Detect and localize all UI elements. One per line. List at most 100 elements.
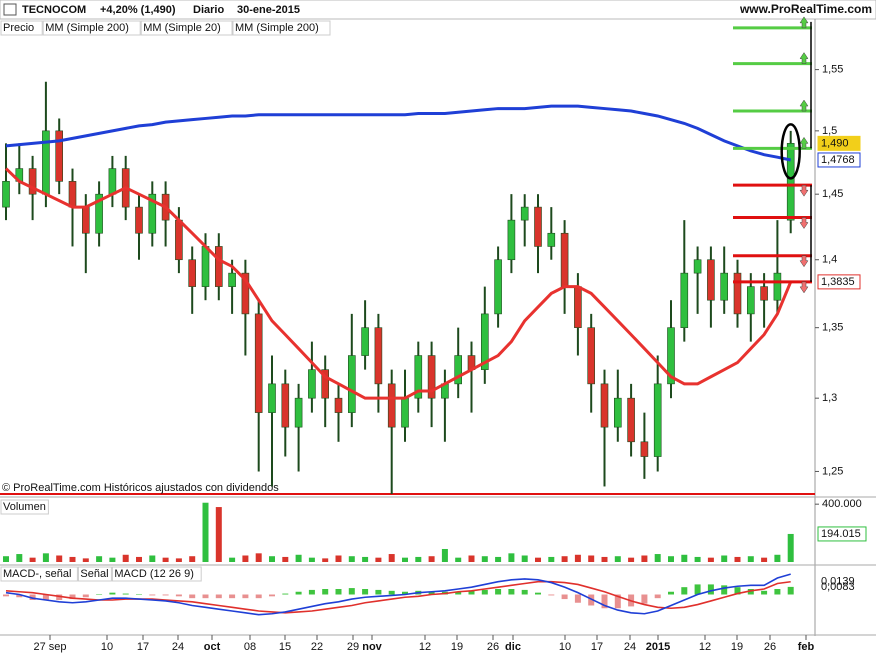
volume-bar <box>362 556 369 562</box>
candle-body <box>560 232 569 287</box>
volume-bar <box>734 556 741 562</box>
histogram-bar <box>69 594 76 600</box>
histogram-bar <box>588 594 595 606</box>
volume-bar <box>335 555 342 562</box>
volume-bar <box>175 558 182 562</box>
x-tick-label: feb <box>798 641 815 653</box>
candle-body <box>82 206 90 234</box>
candle-body <box>507 219 516 261</box>
volume-bar <box>402 557 408 562</box>
volume-bar <box>348 556 355 562</box>
candle-body <box>95 193 103 234</box>
y-tick-label: 1,45 <box>822 188 843 200</box>
legend-entry: Señal <box>80 568 108 580</box>
change: +4,20% (1,490) <box>100 4 176 16</box>
volume-bar <box>721 555 728 562</box>
volume-bar <box>202 502 209 562</box>
x-tick-label: 17 <box>591 641 603 653</box>
panel-title-box <box>0 499 49 515</box>
volume-bar <box>707 557 714 562</box>
histogram-bar <box>774 589 781 595</box>
level-arrow <box>799 217 809 229</box>
candle-body <box>401 397 409 428</box>
volume-bar <box>441 548 448 562</box>
volume-bar <box>628 557 635 562</box>
histogram-bar <box>455 591 462 595</box>
volume-bar <box>774 554 781 562</box>
histogram-bar <box>242 594 249 599</box>
symbol-icon <box>3 3 17 16</box>
volume-bar <box>481 556 488 562</box>
last-value-label: 0,0139 <box>821 576 855 588</box>
candle-body <box>613 397 622 428</box>
volume-bar <box>681 554 688 562</box>
legend-entry: MM (Simple 200) <box>235 22 319 34</box>
candle-body <box>520 206 529 221</box>
candle-body <box>574 286 582 328</box>
period: Diario <box>193 4 224 16</box>
candle-body <box>268 383 276 413</box>
volume-bar <box>109 557 116 562</box>
symbol: TECNOCOM <box>22 4 86 16</box>
candle-body <box>693 259 702 274</box>
volume-bar <box>588 555 595 562</box>
histogram-bar <box>495 589 502 595</box>
last-value-box <box>817 526 867 542</box>
x-tick-label: 24 <box>624 641 636 653</box>
candle-body <box>534 206 542 247</box>
volume-bar <box>242 555 249 562</box>
candle-body <box>414 355 423 399</box>
legend-entry: MACD (12 26 9) <box>114 568 193 580</box>
candle-body <box>2 181 10 208</box>
histogram-bar <box>721 585 728 595</box>
histogram-bar <box>82 594 89 598</box>
x-tick-label: dic <box>505 641 521 653</box>
volume-bar <box>3 556 9 562</box>
histogram-bar <box>136 594 142 595</box>
histogram-bar <box>388 590 395 595</box>
legend-entry: MM (Simple 20) <box>143 22 221 34</box>
candle-body <box>55 130 64 182</box>
level-arrow <box>799 52 809 64</box>
candle-body <box>254 313 263 413</box>
volume-bar <box>16 554 23 562</box>
histogram-bar <box>614 594 621 609</box>
level-arrow <box>799 99 809 112</box>
highlight-ring <box>780 123 801 180</box>
x-tick-label: 17 <box>137 641 149 653</box>
candle-body <box>494 259 502 315</box>
last-value-label: 194.015 <box>821 528 861 540</box>
candle-body <box>68 181 77 208</box>
candle-body <box>135 206 143 234</box>
volume-bar <box>136 556 142 562</box>
volume-bar <box>375 557 382 562</box>
candle-body <box>454 355 463 385</box>
level-arrow <box>799 281 809 294</box>
histogram-bar <box>295 591 302 595</box>
candle-body <box>773 272 782 301</box>
candle-body <box>746 286 755 315</box>
volume-bar <box>388 554 395 562</box>
volume-bar <box>229 557 236 562</box>
histogram-bar <box>269 594 275 597</box>
volume-bar <box>455 557 462 562</box>
candle-body <box>361 327 369 356</box>
candle-body <box>294 397 303 428</box>
x-tick-label: 19 <box>731 641 743 653</box>
candle-body <box>653 383 662 457</box>
histogram-bar <box>56 594 63 600</box>
x-tick-label: 10 <box>559 641 571 653</box>
volume-bar <box>548 556 555 562</box>
y-tick-label: 1,5 <box>822 125 837 137</box>
histogram-bar <box>215 594 222 599</box>
volume-bar <box>747 556 754 562</box>
histogram-bar <box>96 594 103 595</box>
histogram-bar <box>375 589 382 595</box>
candle-body <box>667 327 675 385</box>
histogram-bar <box>149 594 156 596</box>
histogram-bar <box>601 594 608 609</box>
volume-bar <box>189 556 196 562</box>
x-tick-label: 2015 <box>646 641 670 653</box>
histogram-bar <box>761 590 768 595</box>
